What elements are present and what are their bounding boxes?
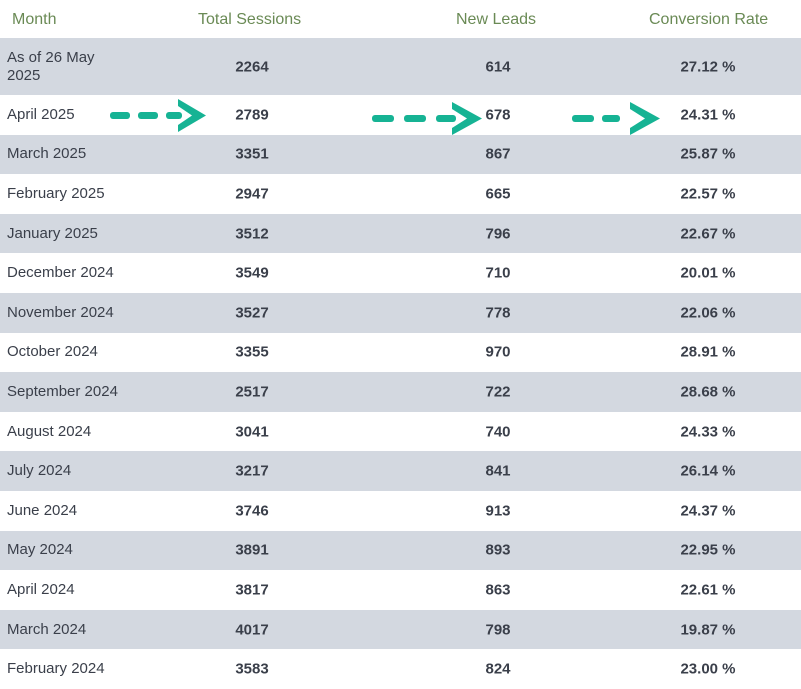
table-row[interactable]: April 2024 3817 863 22.61 % — [0, 570, 801, 610]
new-leads-cell: 678 — [485, 106, 511, 124]
column-header-month[interactable]: Month — [12, 11, 57, 28]
month-cell: May 2024 — [7, 541, 73, 559]
month-cell: March 2025 — [7, 145, 87, 163]
column-header-conversion-rate[interactable]: Conversion Rate — [649, 11, 769, 28]
conversion-rate-cell: 27.12 % — [680, 58, 736, 75]
total-sessions-cell: 2947 — [235, 185, 269, 203]
table-row[interactable]: August 2024 3041 740 24.33 % — [0, 411, 801, 452]
month-cell: September 2024 — [7, 382, 118, 400]
new-leads-cell: 798 — [485, 621, 511, 639]
total-sessions-cell: 3746 — [235, 502, 269, 520]
dashed-arrow-right-icon — [110, 99, 206, 132]
new-leads-cell: 970 — [485, 343, 511, 361]
new-leads-cell: 893 — [485, 541, 511, 559]
table-row[interactable]: April 2025 2789 678 24.31 % — [0, 95, 801, 135]
total-sessions-cell: 2517 — [235, 383, 269, 401]
new-leads-cell: 841 — [485, 462, 511, 480]
total-sessions-cell: 4017 — [235, 621, 269, 639]
table-row[interactable]: October 2024 3355 970 28.91 % — [0, 332, 801, 373]
column-header-total-sessions[interactable]: Total Sessions — [198, 11, 302, 28]
column-header-new-leads[interactable]: New Leads — [456, 11, 537, 28]
table-row[interactable]: June 2024 3746 913 24.37 % — [0, 490, 801, 531]
total-sessions-cell: 3583 — [235, 660, 269, 678]
total-sessions-cell: 3217 — [235, 462, 269, 480]
conversion-rate-cell: 22.95 % — [680, 541, 736, 559]
table-row[interactable]: July 2024 3217 841 26.14 % — [0, 451, 801, 491]
conversion-rate-cell: 24.31 % — [680, 106, 736, 124]
table-row[interactable]: May 2024 3891 893 22.95 % — [0, 530, 801, 571]
dashed-arrow-right-icon — [372, 102, 482, 135]
conversion-rate-cell: 23.00 % — [680, 660, 736, 678]
conversion-rate-cell: 22.06 % — [680, 304, 736, 322]
month-cell: June 2024 — [7, 501, 78, 519]
new-leads-cell: 867 — [485, 145, 511, 163]
month-cell: February 2025 — [7, 184, 105, 202]
table-header: Month Total Sessions New Leads Conversio… — [0, 0, 801, 39]
total-sessions-cell: 3527 — [235, 304, 269, 322]
total-sessions-cell: 3891 — [235, 541, 269, 559]
month-cell: August 2024 — [7, 422, 92, 440]
month-cell: November 2024 — [7, 303, 114, 321]
total-sessions-cell: 3512 — [235, 225, 269, 243]
conversion-rate-cell: 26.14 % — [680, 462, 736, 480]
new-leads-cell: 740 — [485, 423, 511, 441]
new-leads-cell: 710 — [485, 264, 511, 282]
new-leads-cell: 913 — [485, 502, 511, 520]
total-sessions-cell: 3355 — [235, 343, 269, 361]
dashed-arrow-right-icon — [572, 102, 660, 135]
conversion-rate-cell: 28.68 % — [680, 383, 736, 401]
conversion-rate-cell: 20.01 % — [680, 264, 736, 282]
table-row[interactable]: November 2024 3527 778 22.06 % — [0, 292, 801, 333]
conversion-rate-cell: 24.33 % — [680, 423, 736, 441]
total-sessions-cell: 2789 — [235, 106, 269, 124]
month-cell: March 2024 — [7, 620, 87, 638]
table-row[interactable]: December 2024 3549 710 20.01 % — [0, 253, 801, 293]
total-sessions-cell: 3549 — [235, 264, 269, 282]
conversion-rate-cell: 28.91 % — [680, 343, 736, 361]
conversion-rate-cell: 25.87 % — [680, 145, 736, 163]
conversion-rate-cell: 24.37 % — [680, 502, 736, 520]
table-body: As of 26 May 2025 2264 614 27.12 % April 202… — [0, 38, 801, 689]
total-sessions-cell: 3351 — [235, 145, 269, 163]
table-row[interactable]: January 2025 3512 796 22.67 % — [0, 213, 801, 254]
new-leads-cell: 722 — [485, 383, 511, 401]
table-row[interactable]: September 2024 2517 722 28.68 % — [0, 372, 801, 412]
new-leads-cell: 614 — [485, 58, 511, 75]
new-leads-cell: 796 — [485, 225, 511, 243]
table-row[interactable]: February 2024 3583 824 23.00 % — [0, 649, 801, 689]
new-leads-cell: 863 — [485, 581, 511, 599]
month-cell: February 2024 — [7, 660, 105, 678]
total-sessions-cell: 2264 — [235, 58, 269, 75]
table-row[interactable]: February 2025 2947 665 22.57 % — [0, 174, 801, 214]
conversion-rate-cell: 22.57 % — [680, 185, 736, 203]
conversion-rate-cell: 22.61 % — [680, 581, 736, 599]
total-sessions-cell: 3817 — [235, 581, 269, 599]
month-cell: July 2024 — [7, 462, 72, 480]
new-leads-cell: 665 — [485, 185, 511, 203]
total-sessions-cell: 3041 — [235, 423, 269, 441]
conversion-rate-cell: 22.67 % — [680, 225, 736, 243]
month-cell: As of 26 May 2025 — [7, 48, 95, 84]
conversion-rate-cell: 19.87 % — [680, 621, 736, 639]
table-row[interactable]: March 2025 3351 867 25.87 % — [0, 134, 801, 175]
month-cell: December 2024 — [7, 264, 114, 282]
table-row[interactable]: As of 26 May 2025 2264 614 27.12 % — [0, 38, 801, 95]
new-leads-cell: 778 — [485, 304, 511, 322]
new-leads-cell: 824 — [485, 660, 511, 678]
month-cell: April 2024 — [7, 580, 75, 598]
table-row[interactable]: March 2024 4017 798 19.87 % — [0, 609, 801, 650]
month-cell: January 2025 — [7, 224, 98, 242]
month-cell: April 2025 — [7, 105, 75, 123]
month-cell: October 2024 — [7, 343, 98, 361]
